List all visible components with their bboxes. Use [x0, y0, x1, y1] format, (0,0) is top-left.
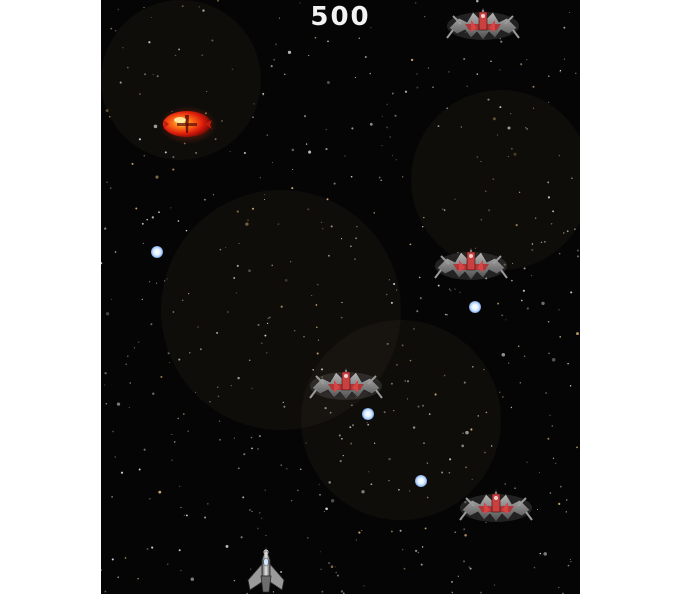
enemy-bullet [151, 246, 163, 258]
spider-fighter-enemy-icon [431, 240, 511, 286]
power-up-item[interactable] [159, 106, 217, 144]
enemy-ship[interactable] [456, 482, 536, 528]
spider-fighter-enemy-icon [443, 0, 523, 46]
player-ship[interactable] [244, 546, 288, 594]
enemy-bullet [362, 408, 374, 420]
player-starfighter-icon [244, 546, 288, 594]
enemy-ship[interactable] [443, 0, 523, 46]
enemy-ship[interactable] [431, 240, 511, 286]
red-orb-power-up-icon [159, 106, 217, 144]
game-playfield[interactable]: 500 [101, 0, 580, 594]
spider-fighter-enemy-icon [456, 482, 536, 528]
enemy-bullet [469, 301, 481, 313]
enemy-bullet [415, 475, 427, 487]
spider-fighter-enemy-icon [306, 360, 386, 406]
enemy-ship[interactable] [306, 360, 386, 406]
